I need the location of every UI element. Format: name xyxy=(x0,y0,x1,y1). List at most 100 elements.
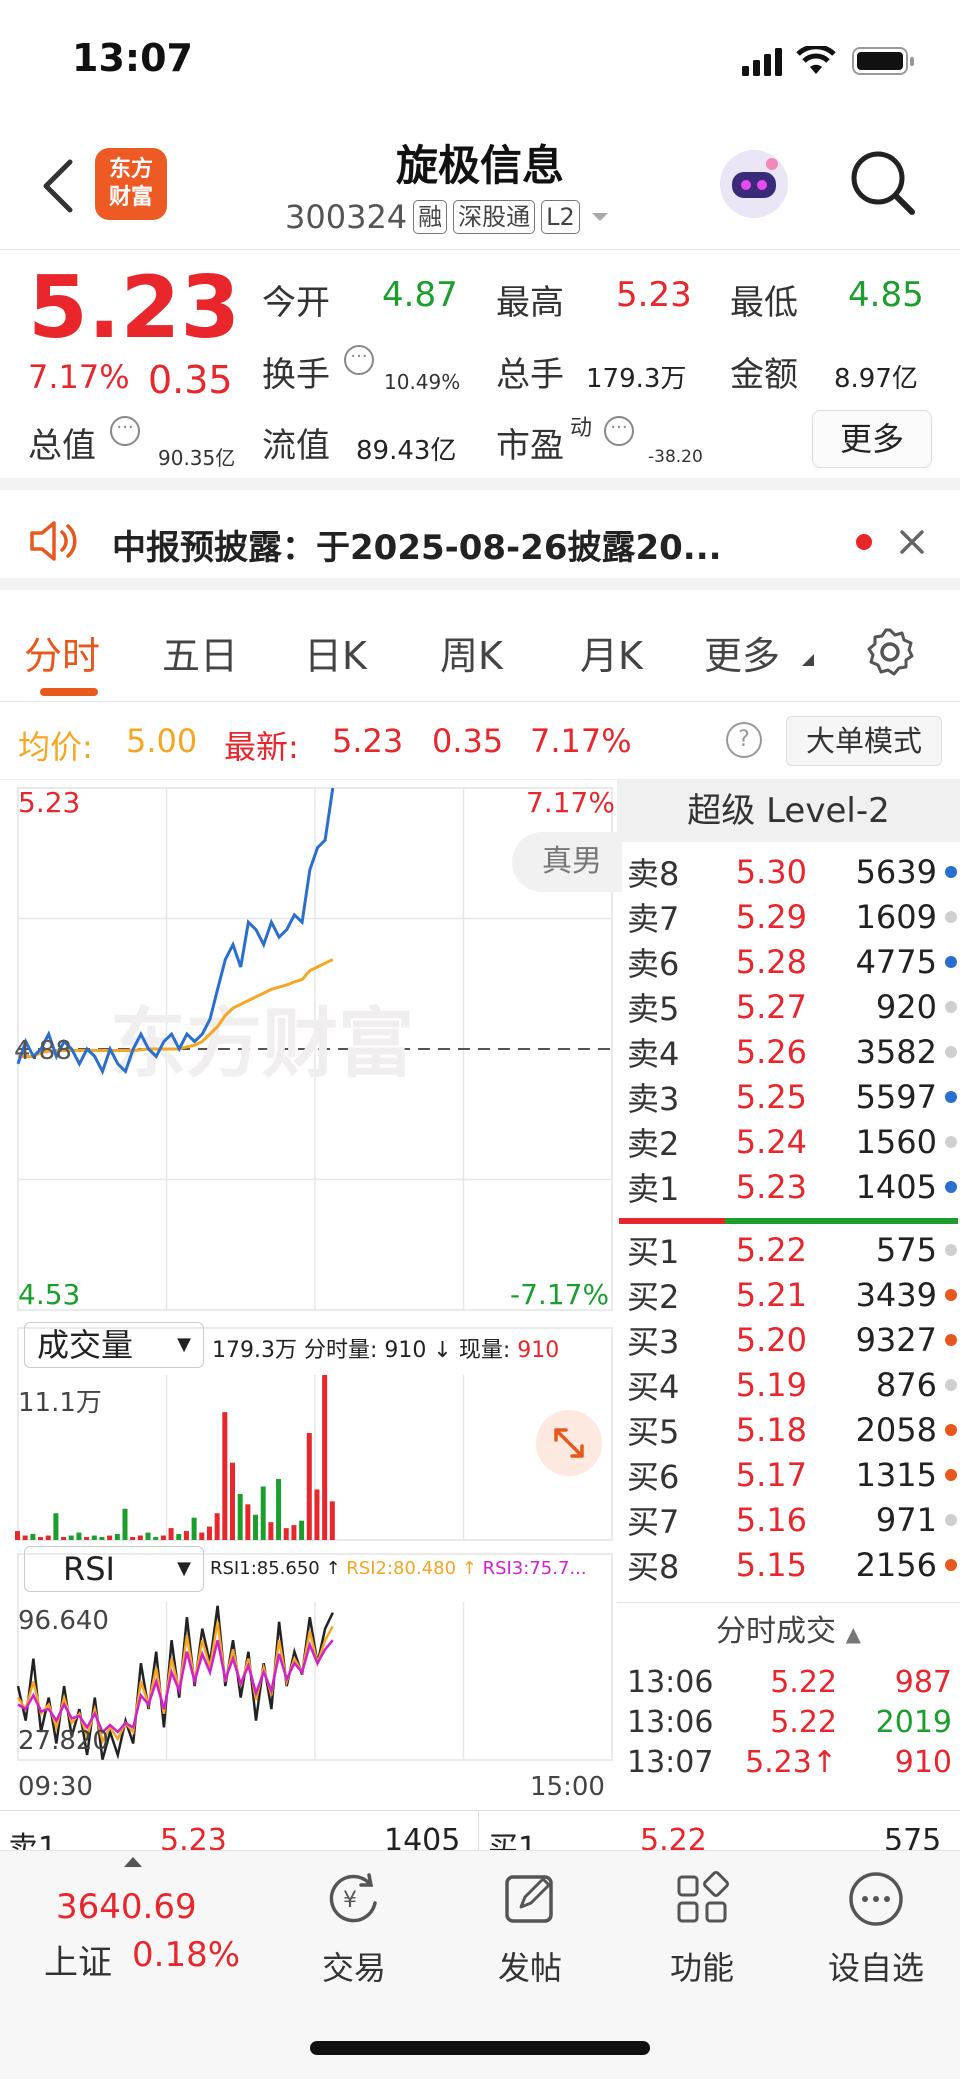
volume-bar xyxy=(153,1537,159,1540)
bid-price: 5.22 xyxy=(735,1231,807,1269)
tab-weekly-k[interactable]: 周K xyxy=(440,634,503,678)
volume-bar xyxy=(160,1535,166,1540)
ask-row[interactable]: 卖7 5.29 1609 xyxy=(627,895,957,939)
ask-row[interactable]: 卖2 5.24 1560 xyxy=(627,1120,957,1164)
ask-volume: 920 xyxy=(875,988,937,1026)
index-widget[interactable]: 3640.69 上证 0.18% xyxy=(10,1851,260,2001)
bid-row[interactable]: 买7 5.16 971 xyxy=(627,1498,957,1542)
robot-assistant-icon[interactable] xyxy=(716,146,792,222)
info-icon[interactable]: ··· xyxy=(604,416,634,446)
volume-bar xyxy=(68,1535,74,1540)
bid-row[interactable]: 买5 5.18 2058 xyxy=(627,1408,957,1452)
expand-button[interactable] xyxy=(536,1410,602,1476)
nav-trade[interactable]: ¥ 交易 xyxy=(294,1869,414,1989)
rsi-indicator-select[interactable]: RSI ▼ xyxy=(24,1546,204,1592)
ask-row[interactable]: 卖6 5.28 4775 xyxy=(627,940,957,984)
volume-bar xyxy=(314,1489,320,1540)
rsi1-value: RSI1:85.650 ↑ xyxy=(210,1558,341,1579)
more-quote-button[interactable]: 更多 xyxy=(812,410,932,468)
bid-price: 5.15 xyxy=(735,1546,807,1584)
tag-connect: 深股通 xyxy=(453,200,536,234)
watermark: 东方财富 xyxy=(110,999,414,1088)
ticks-title[interactable]: 分时成交 ▲ xyxy=(617,1606,960,1650)
prev-close-label: 4.88 xyxy=(14,1036,72,1066)
ask-level: 卖2 xyxy=(627,1125,680,1163)
bid-row[interactable]: 买4 5.19 876 xyxy=(627,1363,957,1407)
latest-pct: 7.17% xyxy=(530,722,632,760)
ask-row[interactable]: 卖5 5.27 920 xyxy=(627,985,957,1029)
volume-bar xyxy=(30,1534,36,1540)
order-dot xyxy=(945,1424,957,1436)
volume-bar xyxy=(291,1525,297,1540)
bid-volume: 575 xyxy=(875,1231,937,1269)
volume-indicator-select[interactable]: 成交量 ▼ xyxy=(24,1322,204,1368)
close-icon[interactable] xyxy=(898,528,926,556)
more-dots-icon xyxy=(849,1872,903,1926)
info-icon[interactable]: ··· xyxy=(110,416,140,446)
level2-title[interactable]: 超级 Level-2 xyxy=(617,780,960,842)
float-label: 流值 xyxy=(262,426,330,466)
stock-header: 东方财富 旋极信息 300324 融 深股通 L2 xyxy=(0,120,960,250)
help-icon[interactable]: ? xyxy=(726,722,762,758)
notice-bar[interactable]: 中报预披露：于2025-08-26披露20... xyxy=(0,490,960,590)
ask-price: 5.28 xyxy=(735,943,807,981)
bid-row[interactable]: 买6 5.17 1315 xyxy=(627,1453,957,1497)
tab-more[interactable]: 更多 xyxy=(704,634,781,678)
price-high-label: 5.23 xyxy=(18,786,81,819)
bid-row[interactable]: 买1 5.22 575 xyxy=(627,1228,957,1272)
volume-bar xyxy=(107,1535,113,1540)
volume-select-label: 成交量 xyxy=(37,1326,134,1364)
tab-daily-k[interactable]: 日K xyxy=(304,634,367,678)
strip-buy1-vol: 575 xyxy=(884,1823,942,1850)
ask-level: 卖4 xyxy=(627,1035,680,1073)
bid-row[interactable]: 买8 5.15 2156 xyxy=(627,1543,957,1587)
avg-label: 均价: xyxy=(18,728,93,766)
ask-row[interactable]: 卖4 5.26 3582 xyxy=(627,1030,957,1074)
volume-bar xyxy=(91,1535,97,1540)
ask-volume: 5597 xyxy=(855,1078,937,1116)
nav-post[interactable]: 发帖 xyxy=(470,1869,590,1989)
volume-bar xyxy=(137,1535,143,1540)
intraday-chart[interactable]: 东方财富 5.23 7.17% 4.88 4.53 -7.17% 真男 成交量 ▼… xyxy=(0,780,622,1810)
ask-price: 5.30 xyxy=(735,853,807,891)
ask-row[interactable]: 卖8 5.30 5639 xyxy=(627,850,957,894)
expand-icon xyxy=(554,1428,584,1458)
volume-label: 总手 xyxy=(496,355,564,395)
change-amount: 0.35 xyxy=(148,358,233,402)
bid-price: 5.19 xyxy=(735,1366,807,1404)
ask-volume: 1560 xyxy=(855,1123,937,1161)
down-arrow-icon: ↓ xyxy=(433,1338,452,1363)
battery-icon xyxy=(852,47,914,75)
tab-monthly-k[interactable]: 月K xyxy=(580,634,643,678)
tab-intraday[interactable]: 分时 xyxy=(24,634,101,678)
info-icon[interactable]: ··· xyxy=(344,345,374,375)
latest-change: 0.35 xyxy=(432,722,504,760)
volume-bar xyxy=(322,1375,328,1540)
bid-row[interactable]: 买2 5.21 3439 xyxy=(627,1273,957,1317)
tag-level2: L2 xyxy=(541,200,580,234)
ask-row[interactable]: 卖1 5.23 1405 xyxy=(627,1165,957,1209)
bid-volume: 9327 xyxy=(855,1321,937,1359)
tick-time: 13:07 xyxy=(627,1744,714,1780)
stock-code-line[interactable]: 300324 融 深股通 L2 xyxy=(285,198,614,236)
volume-bar xyxy=(99,1537,105,1540)
nav-functions[interactable]: 功能 xyxy=(642,1869,762,1989)
search-icon[interactable] xyxy=(848,148,918,218)
grid-icon xyxy=(677,1871,729,1923)
back-icon[interactable] xyxy=(38,158,78,214)
ask-level: 卖3 xyxy=(627,1080,680,1118)
bid-row[interactable]: 买3 5.20 9327 xyxy=(627,1318,957,1362)
volume-bar xyxy=(122,1508,128,1540)
volume-bars xyxy=(15,1375,335,1540)
tab-five-day[interactable]: 五日 xyxy=(162,634,239,678)
volume-bar xyxy=(22,1535,28,1540)
big-order-mode-button[interactable]: 大单模式 xyxy=(786,716,942,766)
ask-row[interactable]: 卖3 5.25 5597 xyxy=(627,1075,957,1119)
turnover-label: 换手 xyxy=(262,355,330,395)
chart-svg: 东方财富 xyxy=(15,787,613,1761)
nav-watchlist-settings[interactable]: 设自选 xyxy=(816,1869,936,1989)
pe-value: -38.20 xyxy=(648,447,703,467)
settings-icon[interactable] xyxy=(864,626,916,678)
side-tab[interactable]: 真男 xyxy=(512,832,622,892)
speaker-icon xyxy=(30,521,77,561)
